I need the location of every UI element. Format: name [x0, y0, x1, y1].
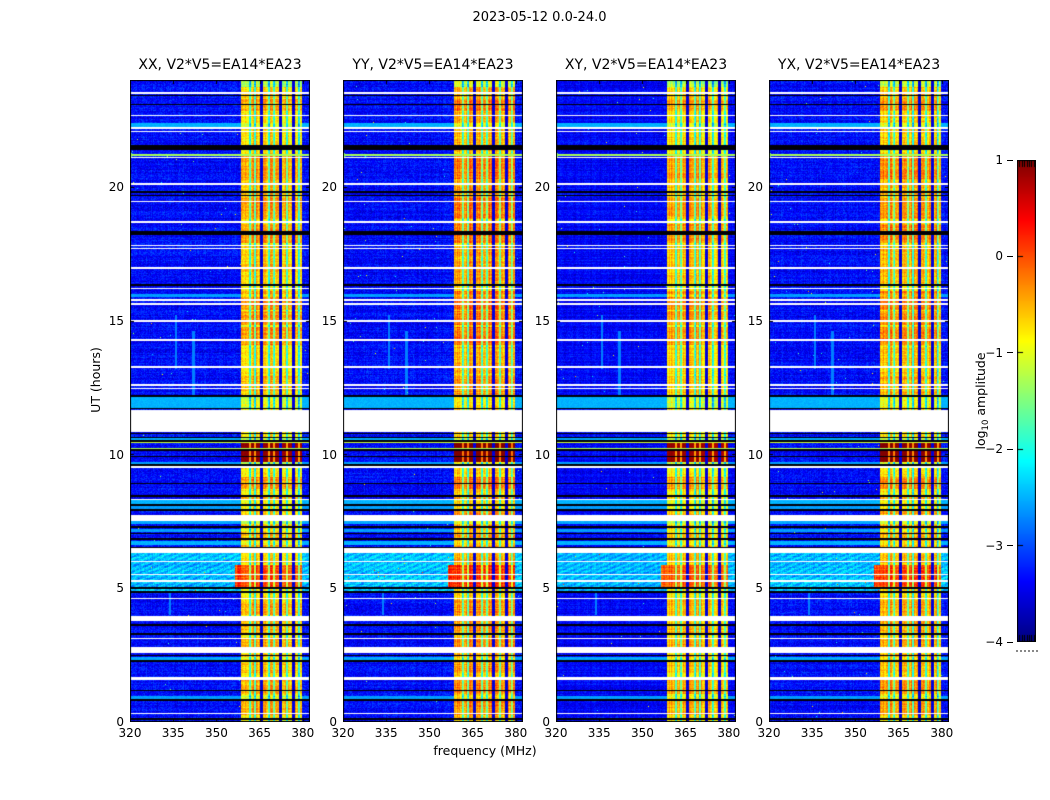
panel-title-xx: XX, V2*V5=EA14*EA23 [138, 57, 302, 73]
x-tick-label: 380 [291, 726, 315, 740]
panel-title-yx: YX, V2*V5=EA14*EA23 [777, 57, 941, 73]
colorbar-label-subscript: 10 [981, 419, 991, 431]
colorbar-tick-mark [1007, 159, 1013, 161]
x-tick-label: 350 [417, 726, 441, 740]
y-tick-label: 5 [329, 581, 337, 596]
y-tick-label: 5 [755, 581, 763, 596]
y-tick-label: 10 [108, 447, 124, 462]
x-tick-label: 380 [717, 726, 741, 740]
y-tick-label: 0 [329, 715, 337, 729]
colorbar-tick-label: 1 [995, 153, 1003, 167]
x-tick-label: 350 [204, 726, 228, 740]
spectrogram-canvas-xx [130, 80, 310, 722]
y-tick-label: 10 [534, 447, 550, 462]
y-tick-label: 5 [116, 581, 124, 596]
panel-title-yy: YY, V2*V5=EA14*EA23 [352, 57, 514, 73]
x-tick-label: 335 [374, 726, 398, 740]
y-tick-label: 5 [542, 581, 550, 596]
x-tick-label: 335 [800, 726, 824, 740]
x-tick-label: 350 [843, 726, 867, 740]
panel-title-xy: XY, V2*V5=EA14*EA23 [564, 57, 728, 73]
x-tick-label: 335 [587, 726, 611, 740]
x-tick-label: 320 [544, 726, 568, 740]
spectrogram-canvas-yx [769, 80, 949, 722]
colorbar-tick-mark [1007, 352, 1013, 354]
y-tick-label: 15 [321, 313, 337, 328]
y-tick-label: 20 [108, 180, 124, 194]
x-tick-label: 320 [331, 726, 355, 740]
colorbar-tick-label: 0 [995, 249, 1003, 264]
x-tick-label: 380 [504, 726, 528, 740]
y-tick-label: 15 [747, 313, 763, 328]
spectrogram-canvas-yy [343, 80, 523, 722]
x-axis-label: frequency (MHz) [433, 743, 537, 758]
colorbar-label: log10 amplitude [973, 301, 991, 501]
colorbar-canvas [1017, 160, 1036, 642]
y-tick-label: 10 [321, 447, 337, 462]
x-tick-label: 365 [887, 726, 911, 740]
y-tick-label: 0 [116, 715, 124, 729]
y-tick-label: 20 [321, 180, 337, 194]
x-tick-label: 365 [674, 726, 698, 740]
x-tick-label: 380 [930, 726, 954, 740]
x-tick-label: 365 [248, 726, 272, 740]
y-tick-label: 0 [542, 715, 550, 729]
x-tick-label: 320 [757, 726, 781, 740]
y-tick-label: 15 [108, 313, 124, 328]
colorbar-tick-label: −3 [985, 538, 1003, 553]
spectrogram-canvas-xy [556, 80, 736, 722]
y-tick-label: 20 [747, 180, 763, 194]
x-tick-label: 320 [118, 726, 142, 740]
colorbar-tick-mark [1007, 448, 1013, 450]
colorbar-tick-label: −4 [985, 635, 1003, 649]
x-tick-label: 365 [461, 726, 485, 740]
figure-title: 2023-05-12 0.0-24.0 [472, 10, 607, 25]
colorbar-tick-label: −1 [985, 345, 1003, 360]
colorbar-tick-label: −2 [985, 442, 1003, 457]
x-tick-label: 350 [630, 726, 654, 740]
colorbar-tick-mark [1007, 545, 1013, 547]
y-tick-label: 0 [755, 715, 763, 729]
colorbar-tick-mark [1007, 255, 1013, 257]
y-tick-label: 20 [534, 180, 550, 194]
y-tick-label: 10 [747, 447, 763, 462]
y-tick-label: 15 [534, 313, 550, 328]
x-tick-label: 335 [161, 726, 185, 740]
colorbar-label-suffix: amplitude [973, 352, 988, 420]
colorbar-tick-mark [1007, 641, 1013, 643]
colorbar-minor-dots [1016, 650, 1038, 652]
